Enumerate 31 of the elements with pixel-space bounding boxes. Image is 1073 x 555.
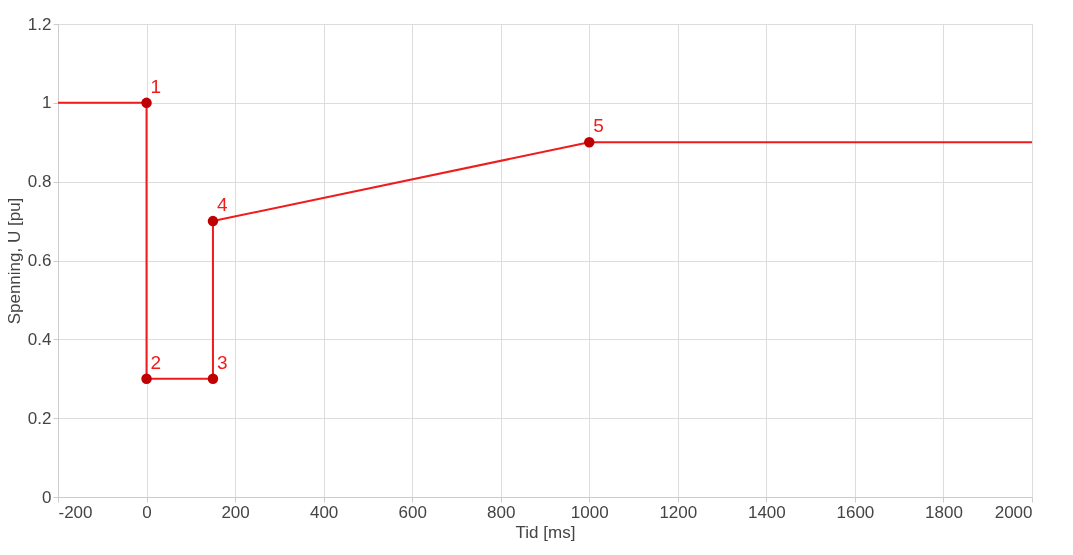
- annotation: 5: [593, 115, 604, 137]
- y-tick-label: 1: [42, 93, 52, 113]
- x-tick-label: 2000: [994, 502, 1033, 522]
- x-tick-label: -200: [58, 502, 93, 522]
- annotation: 2: [150, 351, 162, 373]
- y-tick-label: 1.2: [27, 14, 52, 34]
- annotation: 1: [150, 75, 162, 97]
- point: [584, 137, 595, 148]
- x-tick-label: 1800: [925, 502, 963, 522]
- annotation: 4: [216, 194, 228, 216]
- y-tick-label: 0.6: [27, 251, 52, 270]
- x-tick-label: 600: [398, 502, 427, 522]
- y-tick-label: 0.4: [27, 329, 52, 349]
- x-tick-label: 200: [221, 502, 250, 522]
- y-axis-title: Spenning, U [pu]: [4, 197, 24, 325]
- y-tick-label: 0.8: [27, 172, 52, 192]
- point: [207, 215, 219, 227]
- x-tick-label: 1600: [836, 502, 875, 522]
- x-axis-title: Tid [ms]: [515, 522, 576, 542]
- point: [141, 373, 152, 384]
- annotation: 3: [216, 351, 228, 373]
- x-tick-label: 400: [309, 502, 339, 522]
- x-tick-label: 1400: [747, 502, 786, 522]
- y-tick-label: 0.2: [27, 408, 52, 428]
- point: [141, 97, 152, 109]
- x-tick-label: 1000: [570, 502, 609, 522]
- point: [207, 373, 219, 384]
- y-tick-label: 0: [42, 487, 52, 507]
- x-tick-label: 800: [487, 502, 516, 522]
- x-tick-label: 0: [142, 502, 152, 522]
- x-tick-label: 1200: [659, 502, 698, 522]
